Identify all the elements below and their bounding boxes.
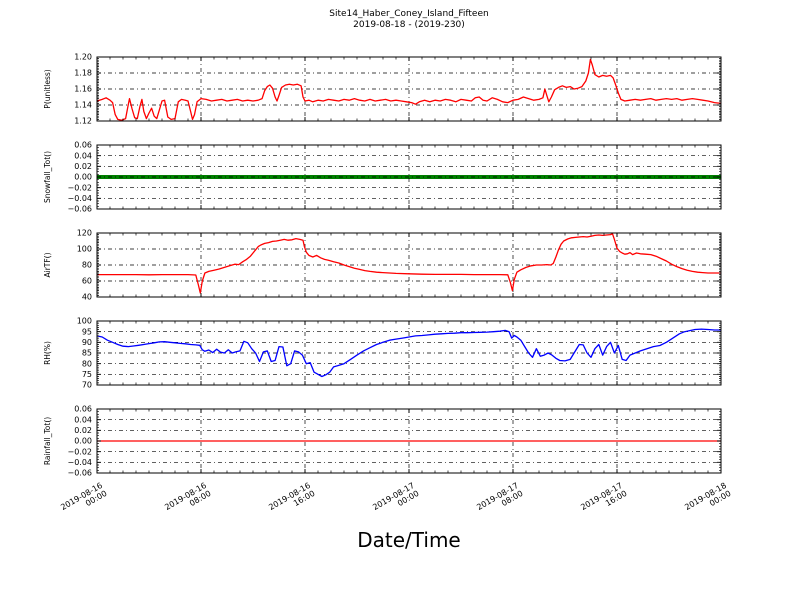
y-axis-label-airtf: AirTF() (43, 252, 52, 277)
x-axis-title: Date/Time (357, 528, 461, 552)
ytick-rh: 95 (82, 327, 92, 336)
ytick-airtf: 80 (82, 261, 92, 270)
panel-frame-p-unitless (96, 56, 722, 122)
panel-frame-airtf (96, 232, 722, 298)
y-axis-label-snowfall: Snowfall_Tot() (43, 151, 52, 203)
y-axis-label-p-unitless: P(unitless) (43, 69, 52, 108)
grid-rh (97, 321, 721, 385)
ytick-snowfall: 0.06 (74, 141, 92, 150)
ytick-rainfall: 0.06 (74, 405, 92, 414)
ytick-rh: 75 (82, 370, 92, 379)
xtick-label: 2019-08-1700:00 (371, 481, 420, 520)
airtf-series-line (97, 233, 721, 294)
rh-series-line (96, 328, 721, 378)
panel-frame-snowfall (96, 144, 722, 210)
xtick-label: 2019-08-1616:00 (267, 481, 316, 520)
ytick-snowfall: −0.04 (67, 194, 92, 203)
xtick-label: 2019-08-1716:00 (579, 481, 628, 520)
xtick-label: 2019-08-1800:00 (683, 481, 732, 520)
chart-subtitle: 2019-08-18 - (2019-230) (353, 20, 465, 30)
chart-title: Site14_Haber_Coney_Island_Fifteen (329, 9, 489, 19)
xtick-label: 2019-08-1608:00 (163, 481, 212, 520)
grid-p-unitless (97, 57, 721, 121)
ytick-p-unitless: 1.20 (74, 53, 92, 62)
ytick-rainfall: 0.02 (74, 426, 92, 435)
panel-rainfall: −0.06 −0.04 −0.020.00 0.02 0.040.06 Rainfall_… (43, 405, 733, 520)
ytick-p-unitless: 1.14 (74, 101, 92, 110)
ytick-airtf: 60 (82, 277, 92, 286)
ytick-airtf: 40 (82, 293, 92, 302)
xtick-label: 2019-08-1600:00 (59, 481, 108, 520)
ytick-rh: 70 (82, 381, 92, 390)
grid-snowfall (97, 145, 721, 209)
grid-airtf (97, 233, 721, 297)
ytick-rh: 80 (82, 359, 92, 368)
ytick-snowfall: 0.00 (74, 173, 92, 182)
ytick-snowfall: 0.02 (74, 162, 92, 171)
p-unitless-series-line (96, 58, 722, 121)
y-axis-label-rh: RH(%) (43, 341, 52, 365)
ytick-rainfall: −0.04 (67, 458, 92, 467)
ytick-rainfall: 0.04 (74, 415, 92, 424)
ytick-p-unitless: 1.16 (74, 85, 92, 94)
minor-ticks-rh (97, 321, 721, 385)
xtick-label: 2019-08-1708:00 (475, 481, 524, 520)
panel-airtf: 40 60 80 100 120 AirTF() (43, 229, 722, 302)
y-axis-label-rainfall: Rainfall_Tot() (43, 417, 52, 465)
ytick-rh: 90 (82, 338, 92, 347)
ytick-snowfall: 0.04 (74, 151, 92, 160)
ytick-rainfall: −0.02 (67, 447, 92, 456)
panel-frame-rainfall (96, 408, 722, 474)
ytick-snowfall: −0.02 (67, 183, 92, 192)
ytick-rainfall: −0.06 (67, 469, 92, 478)
ytick-p-unitless: 1.12 (74, 117, 92, 126)
ytick-snowfall: −0.06 (67, 205, 92, 214)
panel-p-unitless: 1.12 1.14 1.16 1.18 1.20 P(unitless) (43, 53, 722, 126)
ytick-rh: 100 (77, 317, 92, 326)
ytick-airtf: 100 (77, 245, 92, 254)
panel-snowfall: −0.06 −0.04 −0.020.00 0.02 0.040.06 Snowfall_… (43, 141, 722, 214)
ytick-airtf: 120 (77, 229, 92, 238)
ytick-rh: 85 (82, 349, 92, 358)
ytick-p-unitless: 1.18 (74, 69, 92, 78)
panel-frame-rh (96, 320, 722, 386)
ytick-rainfall: 0.00 (74, 437, 92, 446)
